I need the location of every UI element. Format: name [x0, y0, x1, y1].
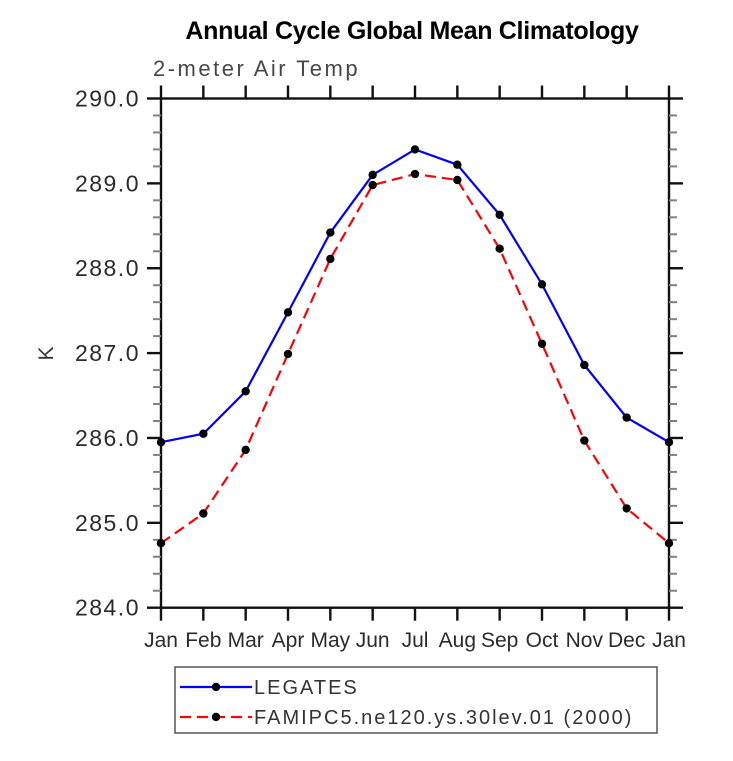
data-point-series0 [664, 438, 674, 447]
legend-marker-legates-icon [211, 682, 221, 692]
data-point-series0 [283, 308, 293, 317]
legend: LEGATES FAMIPC5.ne120.ys.30lev.01 (2000) [174, 666, 658, 734]
y-tick-label: 289.0 [75, 170, 140, 196]
x-tick-label: Jan [144, 629, 178, 652]
y-tick-label: 288.0 [75, 255, 140, 281]
data-point-series0 [410, 145, 420, 154]
data-point-series0 [368, 170, 377, 180]
x-tick-label: Apr [272, 629, 305, 652]
data-point-series0 [199, 429, 208, 438]
data-point-series0 [580, 360, 589, 370]
y-tick-label: 284.0 [75, 595, 140, 621]
chart-title: Annual Cycle Global Mean Climatology [185, 17, 639, 45]
data-point-series1 [580, 436, 589, 445]
data-point-series1 [326, 254, 335, 264]
x-tick-label: Feb [185, 629, 221, 652]
x-tick-label: Dec [608, 629, 645, 652]
x-tick-label: Nov [566, 629, 604, 652]
y-axis-label: K [35, 345, 58, 360]
data-point-series0 [622, 413, 631, 422]
chart-subtitle: 2-meter Air Temp [153, 56, 360, 81]
y-tick-label: 286.0 [75, 425, 140, 451]
data-point-series0 [495, 210, 504, 219]
data-point-series1 [495, 244, 504, 253]
data-point-series1 [156, 539, 166, 548]
y-tick-label: 285.0 [75, 510, 140, 536]
series-line-1 [160, 172, 670, 545]
x-tick-label: Oct [526, 629, 559, 652]
data-point-series1 [410, 169, 420, 179]
x-tick-label: Aug [439, 629, 476, 652]
legend-label-famipc5: FAMIPC5.ne120.ys.30lev.01 (2000) [254, 707, 633, 729]
data-point-series1 [664, 539, 674, 548]
data-point-series0 [156, 438, 166, 447]
data-point-series1 [199, 509, 208, 518]
y-tick-label: 287.0 [75, 340, 140, 366]
legend-label-legates: LEGATES [254, 677, 359, 699]
x-tick-label: Mar [228, 629, 264, 652]
data-point-series0 [326, 228, 335, 237]
data-point-series1 [241, 445, 250, 455]
data-point-series0 [453, 160, 462, 169]
x-tick-label: Jul [402, 629, 429, 652]
data-point-series1 [368, 180, 377, 190]
x-tick-label: Jun [356, 629, 390, 652]
x-tick-label: Sep [481, 629, 518, 652]
data-point-series1 [622, 504, 631, 513]
data-point-series0 [537, 280, 547, 289]
series-line-0 [160, 148, 670, 444]
data-point-series1 [453, 175, 462, 185]
legend-marker-famipc5-icon [211, 712, 221, 722]
data-point-series1 [283, 349, 293, 359]
data-point-series0 [241, 387, 250, 396]
y-tick-label: 290.0 [75, 86, 140, 112]
data-point-series1 [537, 339, 547, 348]
legend-box [174, 666, 658, 734]
x-tick-label: May [310, 629, 350, 652]
x-tick-label: Jan [652, 629, 686, 652]
